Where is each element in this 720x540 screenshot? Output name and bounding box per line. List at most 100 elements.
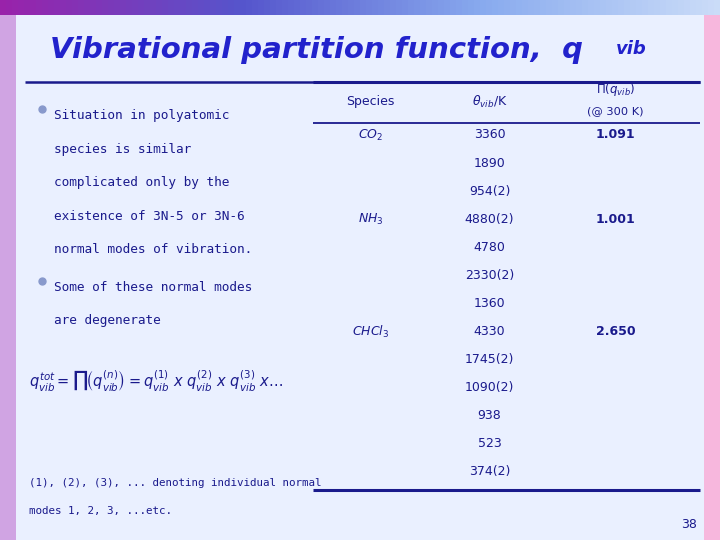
Bar — [72, 0, 78, 15]
Bar — [696, 0, 703, 15]
Text: $q_{vib}^{tot} = \prod\!\left(q_{vib}^{(n)}\right) = q_{vib}^{(1)}\ x\ q_{vib}^{: $q_{vib}^{tot} = \prod\!\left(q_{vib}^{(… — [29, 368, 283, 393]
Bar — [96, 0, 103, 15]
Text: 954(2): 954(2) — [469, 185, 510, 198]
Bar — [342, 0, 348, 15]
Bar — [216, 0, 222, 15]
Bar — [420, 0, 427, 15]
Bar — [42, 0, 49, 15]
Bar — [378, 0, 384, 15]
Text: existence of 3N-5 or 3N-6: existence of 3N-5 or 3N-6 — [54, 210, 245, 222]
Text: 2330(2): 2330(2) — [465, 269, 514, 282]
Bar — [444, 0, 451, 15]
Bar — [606, 0, 613, 15]
Bar — [54, 0, 60, 15]
Bar — [468, 0, 474, 15]
Bar — [186, 0, 193, 15]
Text: complicated only by the: complicated only by the — [54, 176, 230, 189]
Bar — [324, 0, 330, 15]
Bar — [240, 0, 247, 15]
Bar — [576, 0, 582, 15]
Bar — [0, 0, 6, 15]
Text: are degenerate: are degenerate — [54, 314, 161, 327]
Bar — [234, 0, 240, 15]
Bar — [162, 0, 168, 15]
Bar — [624, 0, 631, 15]
Bar — [600, 0, 607, 15]
Bar — [546, 0, 553, 15]
Bar — [528, 0, 535, 15]
Bar — [336, 0, 343, 15]
Bar — [618, 0, 625, 15]
Bar — [150, 0, 157, 15]
Bar — [78, 0, 85, 15]
Bar — [24, 0, 31, 15]
Text: 1.091: 1.091 — [595, 129, 636, 141]
Bar — [588, 0, 595, 15]
Text: $NH_3$: $NH_3$ — [358, 212, 384, 227]
Bar — [708, 0, 715, 15]
Bar — [156, 0, 163, 15]
Bar — [0, 15, 16, 540]
Bar — [522, 0, 528, 15]
Bar — [540, 0, 546, 15]
Bar — [282, 0, 289, 15]
Text: normal modes of vibration.: normal modes of vibration. — [54, 243, 252, 256]
Text: (1), (2), (3), ... denoting individual normal: (1), (2), (3), ... denoting individual n… — [29, 478, 321, 488]
Bar — [300, 0, 307, 15]
Bar — [258, 0, 265, 15]
Bar — [582, 0, 589, 15]
Bar — [264, 0, 271, 15]
Text: Situation in polyatomic: Situation in polyatomic — [54, 109, 230, 122]
Bar — [504, 0, 510, 15]
Text: 1.001: 1.001 — [595, 213, 636, 226]
Text: 38: 38 — [681, 518, 697, 531]
Text: $\Pi(q_{vib})$: $\Pi(q_{vib})$ — [596, 81, 635, 98]
Bar — [198, 0, 204, 15]
Bar — [486, 0, 492, 15]
Bar — [396, 0, 402, 15]
Text: $CHCl_3$: $CHCl_3$ — [352, 323, 390, 340]
Bar — [252, 0, 258, 15]
Text: 4880(2): 4880(2) — [465, 213, 514, 226]
Bar — [276, 0, 283, 15]
Bar — [288, 0, 294, 15]
Bar — [552, 0, 559, 15]
Text: 523: 523 — [478, 437, 501, 450]
Bar — [498, 0, 505, 15]
Bar — [438, 0, 445, 15]
Bar — [174, 0, 181, 15]
Bar — [426, 0, 433, 15]
Bar — [432, 0, 438, 15]
Bar — [534, 0, 541, 15]
Bar — [594, 0, 600, 15]
Bar — [564, 0, 571, 15]
Bar — [312, 0, 319, 15]
Bar — [318, 0, 325, 15]
Bar — [666, 0, 672, 15]
Bar — [6, 0, 13, 15]
Bar — [330, 0, 337, 15]
Bar — [714, 0, 720, 15]
Bar — [132, 0, 139, 15]
Text: 4330: 4330 — [474, 325, 505, 338]
Bar — [462, 0, 469, 15]
Bar — [678, 0, 685, 15]
Bar — [192, 0, 199, 15]
Bar — [246, 0, 253, 15]
Bar — [474, 0, 481, 15]
Text: 938: 938 — [478, 409, 501, 422]
Text: 374(2): 374(2) — [469, 465, 510, 478]
Text: (@ 300 K): (@ 300 K) — [588, 106, 644, 116]
Bar — [384, 0, 391, 15]
Bar — [138, 0, 145, 15]
Text: 1090(2): 1090(2) — [465, 381, 514, 394]
Bar — [456, 0, 463, 15]
Bar — [30, 0, 37, 15]
Text: $\theta_{vib}$/K: $\theta_{vib}$/K — [472, 93, 508, 110]
Bar — [642, 0, 649, 15]
Bar — [222, 0, 229, 15]
Bar — [702, 0, 708, 15]
Bar — [144, 0, 150, 15]
Bar — [84, 0, 91, 15]
Bar — [672, 0, 679, 15]
